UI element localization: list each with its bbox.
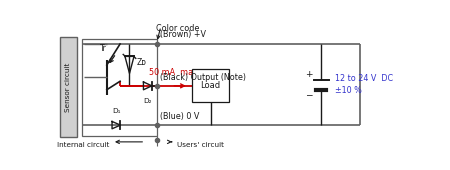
- Text: (Brown) +V: (Brown) +V: [160, 30, 206, 39]
- Text: 12 to 24 V  DC: 12 to 24 V DC: [335, 74, 393, 83]
- Text: (Black) Output (Note): (Black) Output (Note): [160, 73, 246, 82]
- Text: Load: Load: [201, 81, 220, 90]
- Text: ±10 %: ±10 %: [335, 86, 362, 95]
- Text: D₁: D₁: [112, 108, 121, 114]
- Text: 50 mA  max.: 50 mA max.: [149, 68, 201, 77]
- Bar: [192, 70, 229, 102]
- Text: +: +: [306, 70, 313, 79]
- Text: −: −: [306, 90, 313, 99]
- Bar: [60, 37, 77, 137]
- Bar: [82, 39, 158, 136]
- Text: Internal circuit: Internal circuit: [57, 142, 109, 148]
- Text: Sensor circuit: Sensor circuit: [65, 62, 72, 112]
- Text: (Blue) 0 V: (Blue) 0 V: [160, 112, 199, 121]
- Text: D₂: D₂: [144, 98, 152, 104]
- Text: Tr: Tr: [100, 44, 107, 53]
- Text: Zᴅ: Zᴅ: [136, 58, 146, 67]
- Text: Color code: Color code: [156, 24, 199, 33]
- Text: Users' circuit: Users' circuit: [176, 142, 224, 148]
